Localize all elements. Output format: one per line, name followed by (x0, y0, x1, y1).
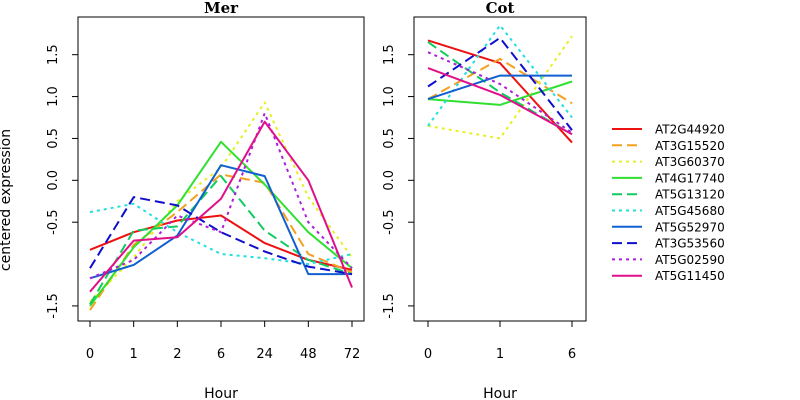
y-tick-label: 1.0 (382, 86, 397, 107)
x-tick-label: 6 (568, 347, 576, 362)
y-tick-label: 0.0 (46, 170, 61, 191)
series-line-at2g44920 (427, 39, 573, 144)
legend-item: AT5G45680 (612, 204, 725, 218)
y-tick-label: -1.5 (46, 293, 61, 318)
x-tick-label: 72 (344, 347, 361, 362)
y-tick-label: 1.5 (46, 44, 61, 65)
series-line-at3g60370 (427, 35, 573, 140)
y-tick-label: 0.0 (382, 170, 397, 191)
legend-label: AT5G13120 (655, 188, 725, 202)
y-tick-label: -1.5 (382, 293, 397, 318)
series-line-at5g52970 (89, 164, 352, 280)
panel-title: Mer (204, 0, 239, 17)
x-tick-label: 24 (256, 347, 273, 362)
legend-item: AT5G02590 (612, 253, 725, 267)
legend-item: AT5G13120 (612, 188, 725, 202)
x-tick-label: 0 (424, 347, 432, 362)
series-line-at3g53560 (89, 196, 353, 276)
y-tick-label: 0.5 (46, 128, 61, 149)
legend: AT2G44920 AT3G15520 AT3G60370 AT4G17740 AT5G… (612, 123, 725, 283)
legend-item: AT3G53560 (612, 237, 725, 251)
legend-label: AT2G44920 (655, 123, 725, 137)
series-line-at4g17740 (427, 80, 573, 106)
legend-item: AT3G60370 (612, 155, 725, 169)
legend-item: AT2G44920 (612, 123, 725, 137)
y-tick-label: -0.5 (46, 209, 61, 234)
legend-label: AT5G11450 (655, 269, 725, 283)
series-line-at5g11450 (427, 67, 573, 136)
series-line-at3g15520 (89, 173, 353, 311)
legend-label: AT5G02590 (655, 253, 725, 267)
legend-item: AT4G17740 (612, 171, 725, 185)
series-line-at5g45680 (89, 202, 353, 266)
x-tick-label: 0 (86, 347, 94, 362)
series-line-at4g17740 (89, 140, 353, 307)
series-line-at5g52970 (427, 74, 572, 101)
y-axis-title: centered expression (0, 129, 14, 271)
legend-label: AT5G45680 (655, 204, 725, 218)
panel-mer: Mer -1.5 -0.5 0.0 0.5 1.0 1.5 0 1 2 6 24 48 72 Hour (46, 0, 365, 400)
series-line-at5g02590 (427, 51, 573, 134)
x-tick-label: 48 (300, 347, 317, 362)
series-line-at3g60370 (89, 101, 353, 303)
y-tick-label: -0.5 (382, 209, 397, 234)
x-tick-label: 2 (173, 347, 181, 362)
legend-label: AT5G52970 (655, 220, 725, 234)
plot-frame (77, 16, 365, 322)
y-tick-label: 1.5 (382, 44, 397, 65)
legend-label: AT4G17740 (655, 171, 725, 185)
panel-cot: Cot -1.5 -0.5 0.0 0.5 1.0 1.5 0 1 6 Hour (382, 0, 587, 400)
x-tick-label: 1 (130, 347, 138, 362)
series-line-at5g11450 (89, 120, 353, 293)
x-axis-title: Hour (483, 386, 517, 400)
legend-item: AT3G15520 (612, 139, 725, 153)
x-axis-title: Hour (204, 386, 238, 400)
y-tick-label: 0.5 (382, 128, 397, 149)
series-line-at5g13120 (89, 175, 353, 305)
chart-panels: Mer-1.5-0.50.00.51.01.50 1 2 6 24 48 72HourCot… (46, 0, 587, 400)
x-tick-label: 6 (217, 347, 225, 362)
y-tick-label: 1.0 (46, 86, 61, 107)
legend-label: AT3G53560 (655, 237, 725, 251)
x-tick-label: 1 (496, 347, 504, 362)
legend-label: AT3G15520 (655, 139, 725, 153)
panel-title: Cot (486, 0, 515, 17)
legend-label: AT3G60370 (655, 155, 725, 169)
legend-item: AT5G11450 (612, 269, 725, 283)
legend-item: AT5G52970 (612, 220, 725, 234)
series-line-at5g02590 (89, 112, 353, 280)
